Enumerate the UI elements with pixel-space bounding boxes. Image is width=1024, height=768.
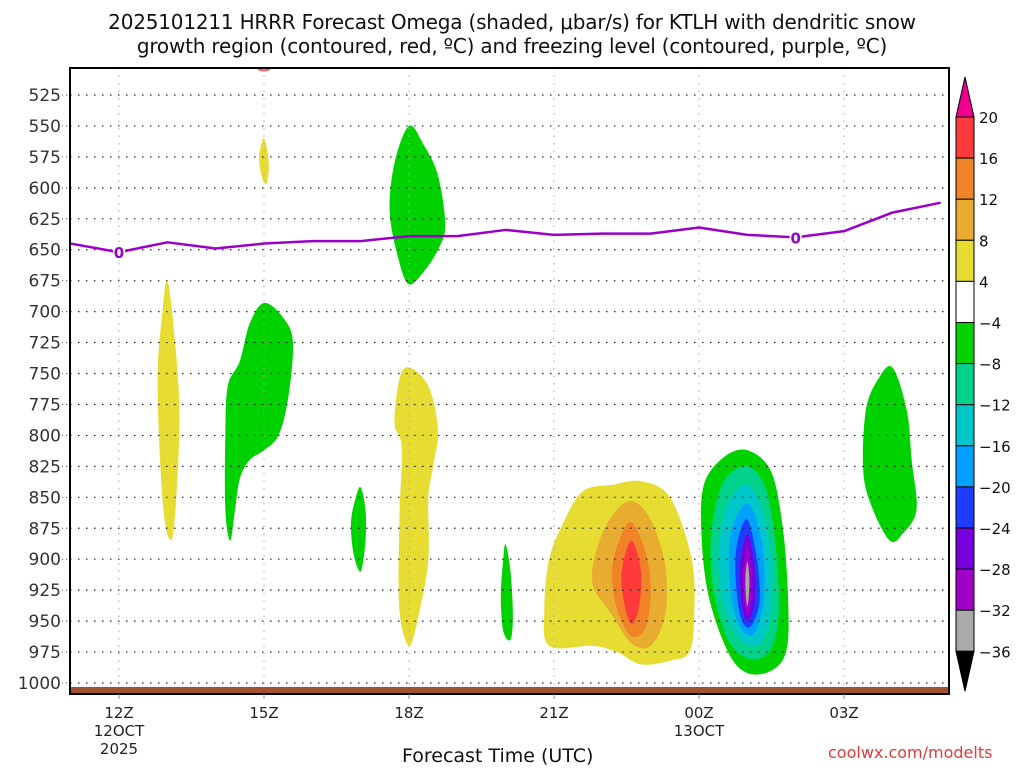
- y-axis: 525 550 575 600 625 650 675 700 725 750 775 800 825 8…: [18, 86, 70, 694]
- omega-region-green-blob-04z: [862, 365, 917, 543]
- colorbar-swatch: [955, 363, 975, 406]
- x-tick-year: 2025: [100, 740, 138, 758]
- colorbar-swatch: [955, 486, 975, 529]
- y-tick-label: 800: [29, 426, 61, 446]
- omega-region-green-sliver-20z: [500, 544, 513, 641]
- colorbar-label: 12: [979, 191, 998, 209]
- x-tick-label: 18Z: [394, 704, 423, 722]
- colorbar-label: −20: [979, 479, 1011, 497]
- dgz-contour-fragment: [257, 68, 271, 72]
- freezing-level-layer: 00: [70, 68, 941, 262]
- colorbar-swatch: [955, 445, 975, 488]
- surface-ground: [70, 687, 949, 694]
- colorbar-label: −24: [979, 520, 1011, 538]
- y-tick-label: 900: [29, 550, 61, 570]
- y-tick-label: 725: [29, 334, 61, 354]
- omega-region-yellow-column-18z: [394, 367, 439, 646]
- colorbar-label: 20: [979, 109, 998, 127]
- chart-title: 2025101211 HRRR Forecast Omega (shaded, …: [108, 10, 916, 34]
- colorbar-swatch: [955, 322, 975, 365]
- x-tick-date: 12OCT: [94, 722, 145, 740]
- y-tick-label: 950: [29, 612, 61, 632]
- x-tick-label: 21Z: [539, 704, 568, 722]
- colorbar-label: −36: [979, 643, 1011, 661]
- colorbar-label: 8: [979, 232, 989, 250]
- colorbar-swatch: [955, 527, 975, 570]
- freezing-level-label: 0: [114, 244, 124, 262]
- y-tick-label: 575: [29, 148, 61, 168]
- omega-region-red-core-22z: [621, 540, 642, 624]
- colorbar-swatch: [955, 116, 975, 159]
- omega-region-gray-core-01z: [745, 561, 750, 607]
- colorbar-swatch: [955, 404, 975, 447]
- x-axis-title: Forecast Time (UTC): [402, 745, 594, 767]
- y-tick-label: 1000: [18, 674, 61, 694]
- colorbar-under-arrow: [955, 650, 975, 692]
- colorbar-label: 4: [979, 273, 989, 291]
- colorbar-label: −12: [979, 397, 1011, 415]
- freezing-label-bg: [113, 244, 125, 261]
- colorbar-label: −28: [979, 561, 1011, 579]
- y-tick-label: 750: [29, 365, 61, 385]
- freezing-level-label: 0: [790, 229, 800, 247]
- y-tick-label: 525: [29, 86, 61, 106]
- omega-shading-layer: [157, 125, 917, 675]
- colorbar-swatch: [955, 239, 975, 282]
- colorbar-label: −4: [979, 315, 1001, 333]
- y-tick-label: 675: [29, 272, 61, 292]
- colorbar-swatch: [955, 568, 975, 611]
- x-tick-label: 00Z: [684, 704, 713, 722]
- omega-region-green-tower-18z: [389, 125, 446, 285]
- colorbar-swatch: [955, 198, 975, 241]
- y-tick-label: 650: [29, 241, 61, 261]
- y-tick-label: 850: [29, 488, 61, 508]
- y-tick-label: 875: [29, 519, 61, 539]
- omega-region-yellow-column-13z: [157, 280, 180, 541]
- y-tick-label: 825: [29, 457, 61, 477]
- colorbar: 20 16 12 8 4 −4 −8 −12 −16 −20 −24 −28 −32 −36: [955, 76, 1011, 692]
- x-tick-label: 03Z: [829, 704, 858, 722]
- y-tick-label: 625: [29, 210, 61, 230]
- colorbar-swatch: [955, 280, 975, 323]
- freezing-level-line: [70, 201, 941, 254]
- omega-region-yellow-spot-15z: [259, 138, 269, 185]
- colorbar-label: 16: [979, 150, 998, 168]
- y-tick-label: 700: [29, 303, 61, 323]
- y-tick-label: 550: [29, 117, 61, 137]
- y-tick-label: 925: [29, 581, 61, 601]
- plot-frame: [69, 67, 950, 695]
- omega-region-green-sliver-17z: [350, 487, 367, 572]
- colorbar-swatch: [955, 157, 975, 200]
- colorbar-swatch: [955, 609, 975, 652]
- x-tick-date: 13OCT: [674, 722, 725, 740]
- chart-subtitle: growth region (contoured, red, ºC) and f…: [136, 34, 888, 58]
- y-tick-label: 975: [29, 643, 61, 663]
- credit-link[interactable]: coolwx.com/modelts: [828, 743, 993, 762]
- colorbar-label: −32: [979, 602, 1011, 620]
- y-tick-label: 600: [29, 179, 61, 199]
- colorbar-label: −8: [979, 356, 1001, 374]
- x-tick-label: 15Z: [249, 704, 278, 722]
- freezing-label-bg: [789, 229, 802, 246]
- omega-region-green-blob-15z: [224, 302, 294, 541]
- colorbar-label: −16: [979, 438, 1011, 456]
- y-tick-label: 775: [29, 395, 61, 415]
- x-tick-label: 12Z: [104, 704, 133, 722]
- colorbar-over-arrow: [955, 76, 975, 118]
